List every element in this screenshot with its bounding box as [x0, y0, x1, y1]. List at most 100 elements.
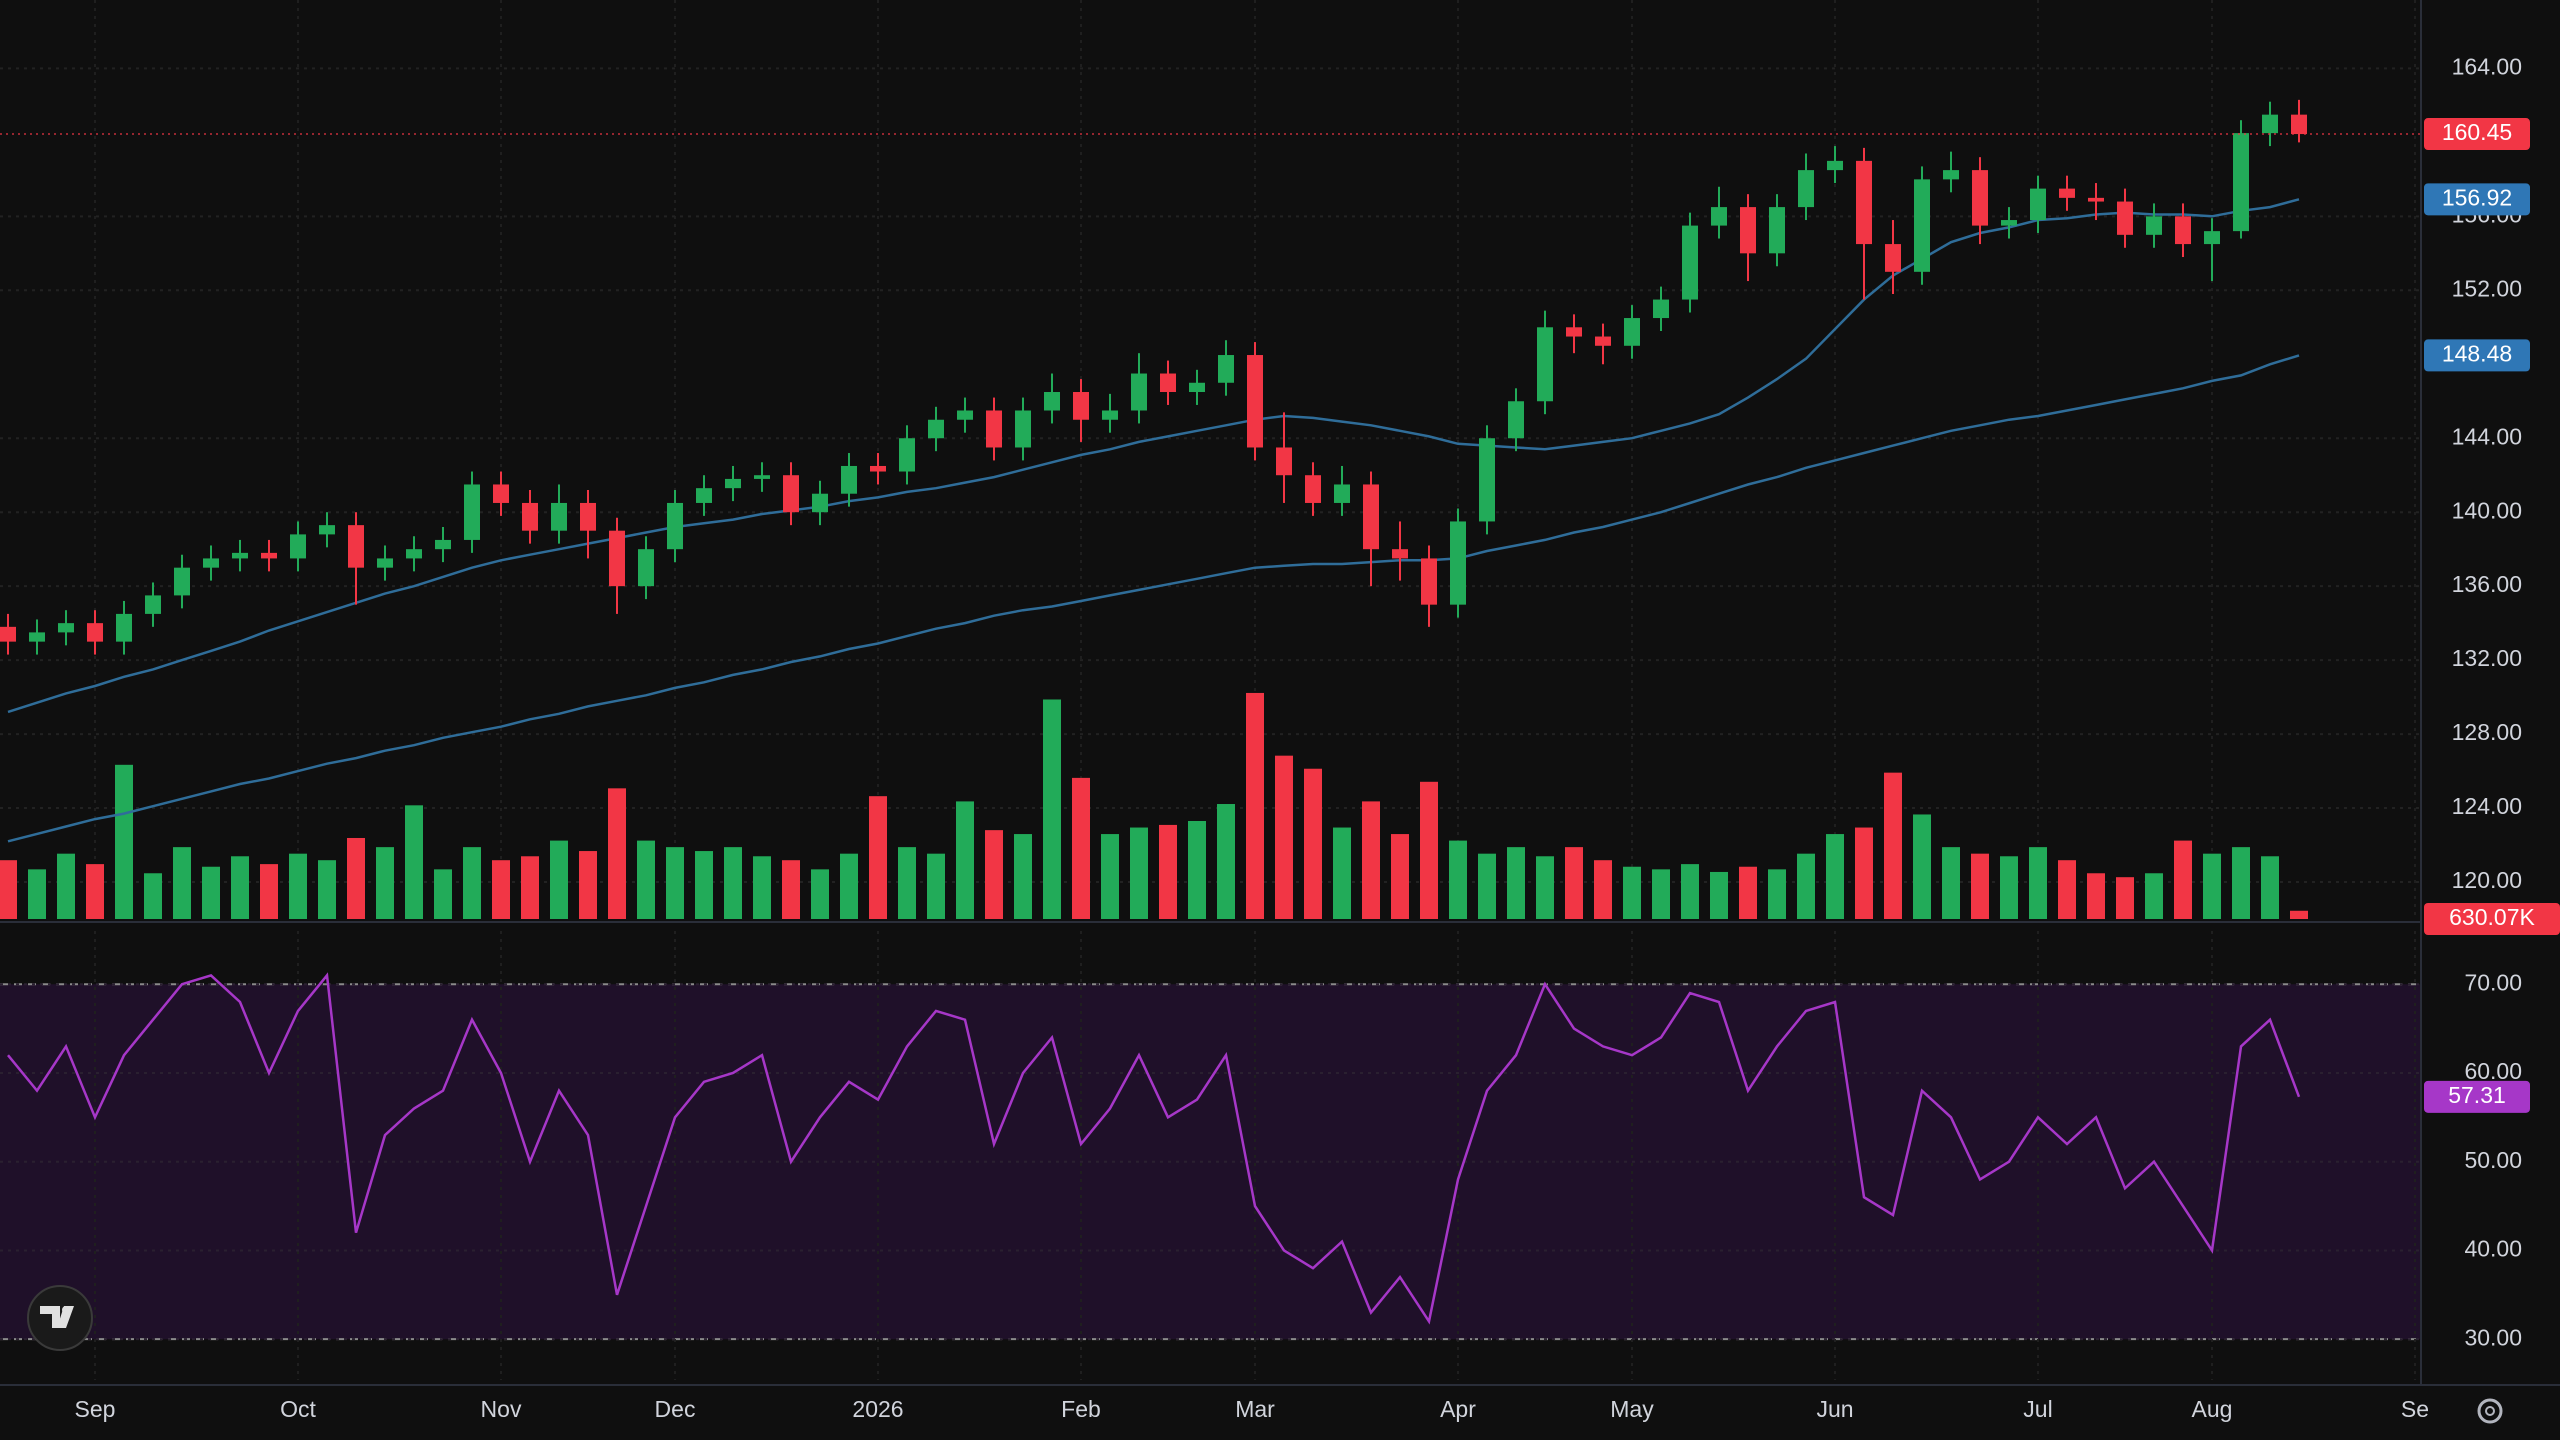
- candle-body: [696, 488, 712, 503]
- candle-body: [1740, 207, 1756, 254]
- volume-bar: [1246, 692, 1264, 919]
- logo: [27, 1285, 93, 1351]
- volume-bar: [57, 853, 75, 919]
- candle-body: [1218, 355, 1234, 383]
- volume-bar: [695, 851, 713, 919]
- volume-bar: [1710, 871, 1728, 919]
- candle-body: [957, 410, 973, 420]
- moving-average: [7, 354, 2300, 843]
- candle-body: [1131, 373, 1147, 411]
- candle-body: [203, 558, 219, 568]
- candle-body: [1682, 225, 1698, 300]
- volume-bar: [1768, 869, 1786, 919]
- candle-body: [1334, 484, 1350, 503]
- volume-bar: [1217, 804, 1235, 919]
- volume-bar: [753, 856, 771, 919]
- rsi-tick-label: 30.00: [2464, 1324, 2522, 1350]
- volume-bar: [1275, 755, 1293, 919]
- volume-bar: [869, 796, 887, 919]
- volume-bar: [405, 805, 423, 919]
- rsi-tick-label: 70.00: [2464, 969, 2522, 995]
- volume-bar: [260, 864, 278, 919]
- rsi-tag-bg: [2424, 1080, 2530, 1113]
- candle-body: [754, 475, 770, 479]
- last-price-tag-bg: [2424, 118, 2530, 151]
- candle-body: [2117, 201, 2133, 235]
- volume-bar: [1072, 777, 1090, 919]
- candle-body: [2030, 188, 2046, 221]
- rsi-tick-label: 60.00: [2464, 1058, 2522, 1084]
- volume-bar: [927, 853, 945, 919]
- y-tick-label: 152.00: [2452, 275, 2522, 301]
- volume-bar: [1826, 834, 1844, 919]
- candle-body: [1015, 410, 1031, 448]
- x-tick-label: May: [1610, 1396, 1654, 1422]
- candle-body: [1073, 392, 1089, 420]
- candle-body: [1653, 299, 1669, 319]
- settings-gear[interactable]: [2477, 1398, 2503, 1424]
- rsi-tag: 57.31: [2448, 1082, 2506, 1108]
- x-tick-label: Aug: [2192, 1396, 2233, 1422]
- volume-bar: [173, 847, 191, 919]
- candle-body: [1537, 327, 1553, 402]
- volume-bar: [28, 869, 46, 919]
- volume-bar: [1942, 847, 1960, 919]
- volume-bar: [376, 847, 394, 919]
- volume-bar: [1594, 860, 1612, 919]
- candle-body: [870, 465, 886, 472]
- ma-tag: 156.92: [2442, 184, 2512, 210]
- volume-bar: [434, 869, 452, 919]
- volume-bar: [202, 866, 220, 919]
- volume-bar: [2261, 856, 2279, 919]
- candle-body: [87, 623, 103, 642]
- volume-bar: [1536, 856, 1554, 919]
- settings-gear-center[interactable]: [2485, 1406, 2495, 1416]
- volume-bar: [1362, 801, 1380, 919]
- volume-bar: [782, 860, 800, 919]
- last-price-tag: 160.45: [2442, 119, 2512, 145]
- volume-bar: [318, 860, 336, 919]
- candle-body: [2262, 114, 2278, 134]
- volume-bar: [1391, 834, 1409, 919]
- settings-button[interactable]: [2477, 1398, 2503, 1424]
- volume-bar: [1507, 847, 1525, 919]
- candle-body: [1943, 170, 1959, 180]
- volume-bar: [1884, 772, 1902, 919]
- volume-bar: [550, 840, 568, 919]
- volume-bar: [1420, 781, 1438, 919]
- volume-bar: [2145, 873, 2163, 919]
- volume-bar: [1188, 821, 1206, 919]
- volume-bar: [811, 869, 829, 919]
- ma-tag-bg: [2424, 339, 2530, 372]
- x-tick-label: Sep: [75, 1396, 116, 1422]
- volume-bar: [1623, 866, 1641, 919]
- candle-body: [638, 549, 654, 587]
- candle-body: [522, 502, 538, 531]
- volume-bar: [2000, 856, 2018, 919]
- candle-body: [1769, 207, 1785, 254]
- y-tick-label: 140.00: [2452, 497, 2522, 523]
- candle-body: [725, 478, 741, 489]
- candle-body: [435, 539, 451, 550]
- volume-bar: [1652, 869, 1670, 919]
- candle-body: [609, 530, 625, 587]
- rsi-tick-label: 40.00: [2464, 1236, 2522, 1262]
- y-tick-label: 164.00: [2452, 53, 2522, 79]
- x-tick-label: Dec: [655, 1396, 696, 1422]
- volume-bar: [1739, 866, 1757, 919]
- rsi-line: [7, 972, 2301, 1325]
- candle-body: [1508, 401, 1524, 439]
- volume-bar: [1681, 864, 1699, 919]
- x-tick-label: Oct: [280, 1396, 316, 1422]
- candle-body: [58, 623, 74, 633]
- candle-body: [290, 534, 306, 559]
- candle-body: [1305, 475, 1321, 503]
- candle-body: [2291, 114, 2307, 135]
- candle-body: [1856, 160, 1872, 245]
- candle-body: [406, 549, 422, 559]
- candle-body: [2001, 220, 2017, 226]
- candle-body: [928, 419, 944, 439]
- candle-body: [1392, 549, 1408, 559]
- x-tick-label: Jun: [1816, 1396, 1853, 1422]
